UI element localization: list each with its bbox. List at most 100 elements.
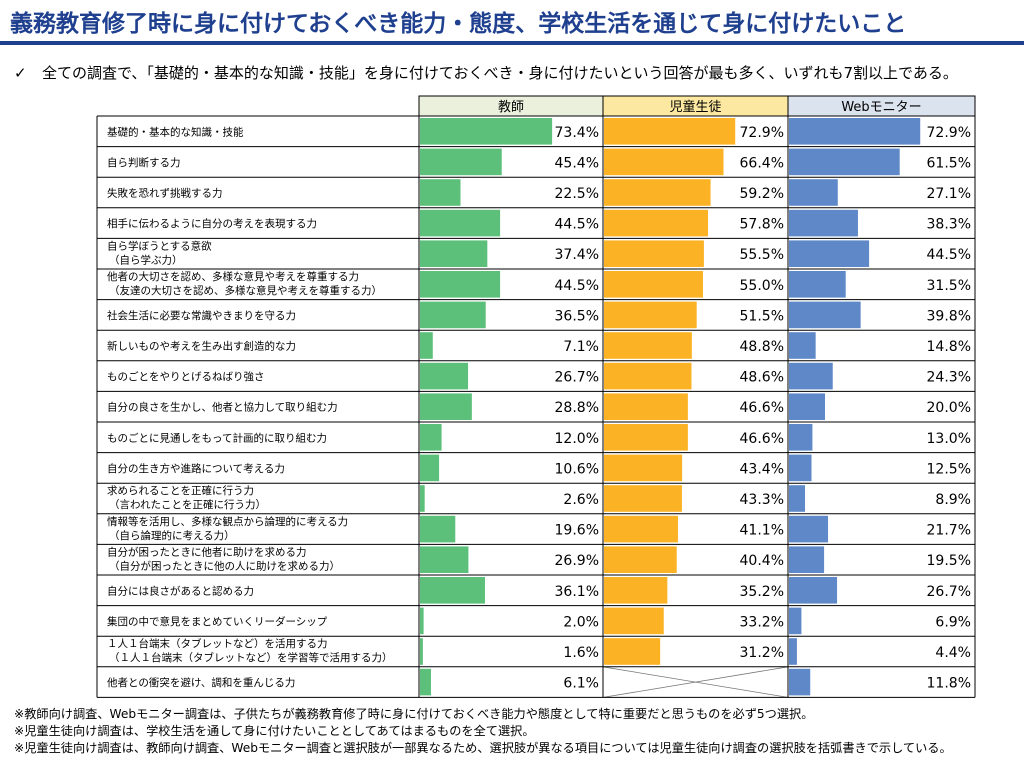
bar — [789, 577, 838, 604]
bar — [420, 332, 433, 359]
data-label: 48.8% — [740, 339, 784, 355]
bar — [604, 546, 677, 573]
data-label: 72.9% — [740, 125, 784, 141]
data-label: 7.1% — [563, 339, 599, 355]
bar — [420, 546, 469, 573]
not-applicable-cross — [602, 666, 789, 698]
bar — [420, 454, 440, 482]
bar — [420, 638, 423, 665]
bar — [420, 118, 553, 145]
bar — [604, 148, 724, 176]
data-label: 31.5% — [927, 278, 971, 294]
category-label: （１人１台端末（タブレットなど）を学習等で活用する力） — [109, 651, 393, 664]
category-label: 相手に伝わるように自分の考えを表現する力 — [107, 217, 317, 230]
bar — [604, 301, 697, 329]
data-label: 57.8% — [740, 217, 784, 233]
bar — [420, 668, 431, 696]
bar — [604, 179, 711, 206]
bar — [789, 546, 825, 573]
check-icon: ✓ — [14, 64, 27, 82]
data-label: 27.1% — [927, 186, 971, 202]
data-label: 36.1% — [555, 584, 599, 600]
bar — [789, 638, 797, 665]
bar — [789, 209, 858, 237]
data-label: 61.5% — [927, 155, 971, 171]
bar — [604, 577, 668, 604]
data-label: 2.6% — [563, 492, 599, 508]
data-label: 11.8% — [927, 676, 971, 692]
bar — [789, 271, 846, 298]
bar — [604, 515, 678, 543]
bar — [420, 607, 424, 635]
bar — [604, 118, 736, 145]
category-label: 自分が困ったときに他者に助けを求める力 — [107, 545, 307, 558]
bar — [420, 209, 501, 237]
category-label: 他者の大切さを認め、多様な意見や考えを尊重する力 — [107, 270, 359, 283]
category-label: 自分の生き方や進路について考える力 — [107, 462, 285, 475]
footnote: ※児童生徒向け調査は、学校生活を通して身に付けたいこととしてあてはまるものを全て… — [14, 724, 535, 738]
data-label: 37.4% — [555, 247, 599, 263]
footnote: ※教師向け調査、Webモニター調査は、子供たちが義務教育修了時に身に付けておくべ… — [14, 707, 814, 721]
category-label: （言われたことを正確に行う力） — [109, 498, 266, 511]
data-label: 44.5% — [927, 247, 971, 263]
data-label: 43.4% — [740, 461, 784, 477]
data-label: 55.5% — [740, 247, 784, 263]
bar — [604, 607, 664, 635]
bar — [789, 668, 811, 696]
bar — [789, 148, 900, 176]
data-label: 45.4% — [555, 155, 599, 171]
summary-text: 全ての調査で、「基礎的・基本的な知識・技能」を身に付けておくべき・身に付けたいと… — [42, 64, 958, 82]
data-label: 41.1% — [740, 523, 784, 539]
bar — [604, 485, 682, 512]
data-label: 48.6% — [740, 370, 784, 386]
data-label: 12.0% — [555, 431, 599, 447]
data-label: 43.3% — [740, 492, 784, 508]
category-label: ものごとをやりとげるねばり強さ — [107, 370, 265, 383]
bar — [789, 362, 833, 390]
data-label: 39.8% — [927, 308, 971, 324]
bar — [789, 515, 829, 543]
data-label: 59.2% — [740, 186, 784, 202]
bar — [604, 240, 704, 267]
series-header-label: 教師 — [498, 99, 524, 115]
data-label: 51.5% — [740, 308, 784, 324]
data-label: 40.4% — [740, 553, 784, 569]
title-underline — [0, 41, 1024, 45]
data-label: 36.5% — [555, 308, 599, 324]
bar — [789, 240, 870, 267]
bar — [420, 179, 461, 206]
category-label: 基礎的・基本的な知識・技能 — [107, 125, 244, 138]
bar — [789, 485, 806, 512]
category-label: 社会生活に必要な常識やきまりを守る力 — [107, 309, 296, 322]
bar — [604, 454, 683, 482]
data-label: 19.5% — [927, 553, 971, 569]
data-label: 26.9% — [555, 553, 599, 569]
data-label: 14.8% — [927, 339, 971, 355]
data-label: 26.7% — [927, 584, 971, 600]
category-label: 集団の中で意見をまとめていくリーダーシップ — [107, 615, 328, 628]
category-label: 情報等を活用し、多様な観点から論理的に考える力 — [107, 515, 348, 528]
bar — [420, 577, 485, 604]
series-header-label: 児童生徒 — [669, 99, 721, 115]
bar — [789, 179, 838, 206]
bar — [420, 515, 456, 543]
category-label: （自ら学ぶ力） — [109, 253, 183, 266]
data-label: 19.6% — [555, 523, 599, 539]
bar — [789, 607, 802, 635]
category-label: 自分の良さを生かし、他者と協力して取り組む力 — [107, 401, 338, 414]
bar — [420, 148, 502, 176]
bar — [420, 424, 442, 451]
bar — [420, 301, 486, 329]
bar — [604, 362, 692, 390]
bar — [789, 301, 861, 329]
bar — [789, 118, 921, 145]
bar — [604, 424, 688, 451]
data-label: 26.7% — [555, 370, 599, 386]
bar — [604, 271, 703, 298]
data-label: 33.2% — [740, 614, 784, 630]
data-label: 1.6% — [563, 645, 599, 661]
bar — [789, 393, 825, 420]
category-label: 求められることを正確に行う力 — [107, 484, 254, 497]
data-label: 66.4% — [740, 155, 784, 171]
bar — [789, 454, 812, 482]
